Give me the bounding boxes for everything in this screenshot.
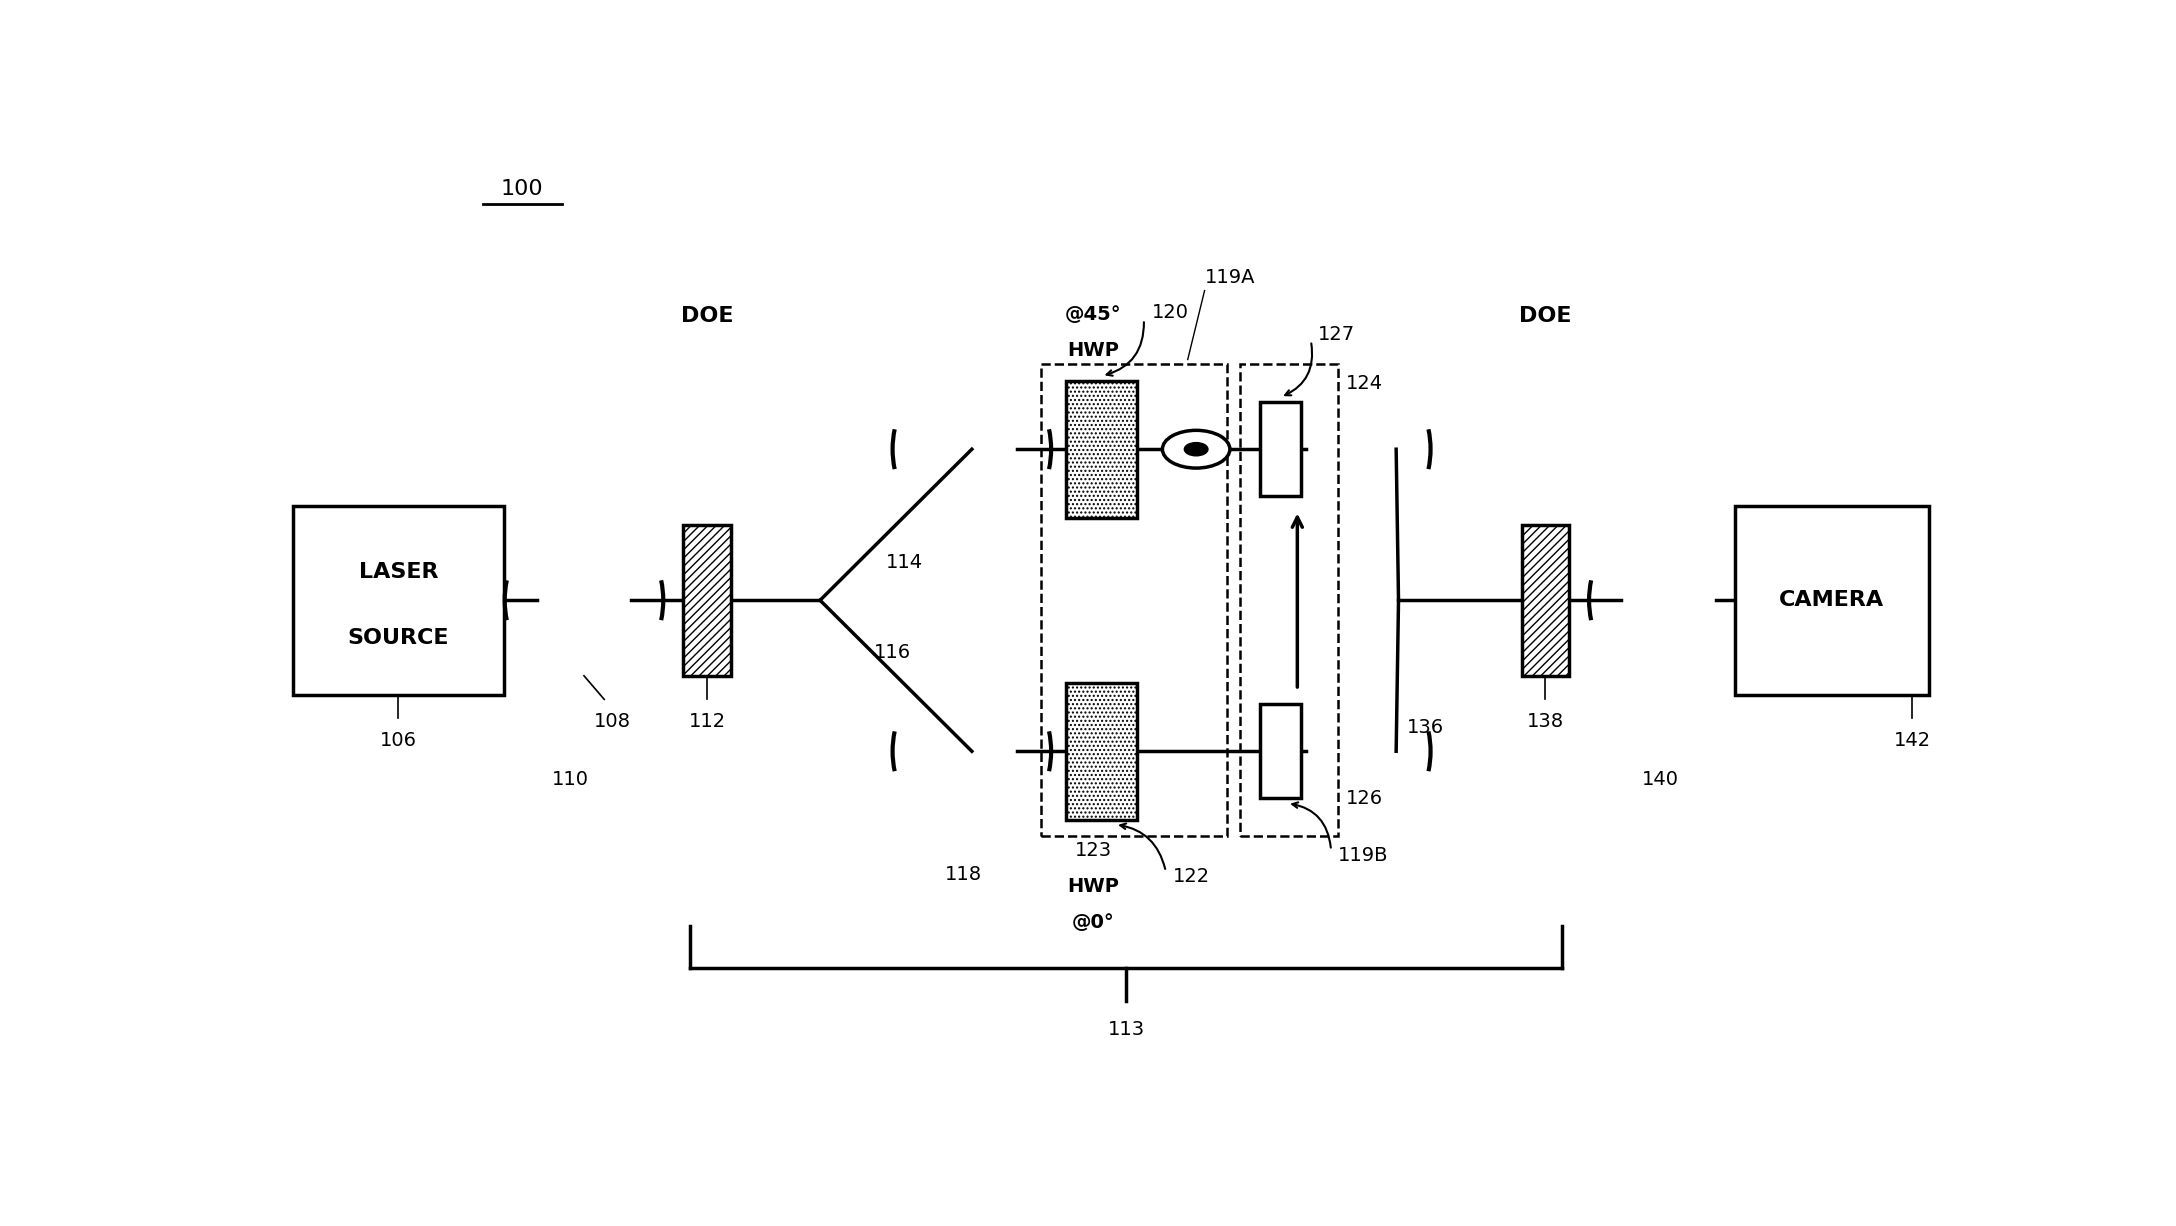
Bar	[1066, 683, 1138, 820]
Bar	[1734, 506, 1928, 695]
Text: 122: 122	[1173, 867, 1210, 886]
Bar	[294, 506, 505, 695]
Bar	[1260, 402, 1301, 497]
Bar	[1521, 525, 1569, 676]
Text: 108: 108	[594, 711, 631, 731]
Text: 113: 113	[1108, 1020, 1145, 1040]
Text: HWP: HWP	[1068, 341, 1118, 359]
Text: 142: 142	[1893, 731, 1930, 749]
Bar	[1240, 364, 1338, 836]
Bar	[1260, 704, 1301, 798]
Circle shape	[1184, 443, 1208, 456]
Text: @45°: @45°	[1064, 304, 1121, 324]
Bar	[1066, 683, 1138, 820]
Text: 136: 136	[1408, 718, 1445, 737]
Text: 123: 123	[1075, 841, 1112, 859]
Bar	[1066, 381, 1138, 517]
Text: 119A: 119A	[1206, 267, 1256, 287]
Text: 127: 127	[1319, 325, 1356, 343]
Text: @0°: @0°	[1073, 912, 1114, 932]
Text: LASER: LASER	[359, 562, 437, 582]
Text: 140: 140	[1641, 770, 1678, 790]
Bar	[683, 525, 731, 676]
Bar	[1040, 364, 1227, 836]
Text: 112: 112	[688, 711, 725, 731]
Text: SOURCE: SOURCE	[348, 628, 448, 649]
Circle shape	[1162, 430, 1229, 468]
Text: HWP: HWP	[1068, 877, 1118, 896]
Text: 138: 138	[1528, 711, 1565, 731]
Text: 124: 124	[1347, 374, 1384, 392]
Bar	[1066, 381, 1138, 517]
Text: 116: 116	[875, 642, 912, 662]
Text: 100: 100	[500, 179, 542, 199]
Text: DOE: DOE	[681, 306, 733, 326]
Text: 119B: 119B	[1338, 846, 1388, 864]
Text: 120: 120	[1153, 303, 1190, 322]
Text: DOE: DOE	[1519, 306, 1571, 326]
Text: 126: 126	[1347, 790, 1384, 808]
Bar	[683, 525, 731, 676]
Text: 110: 110	[553, 770, 590, 790]
Text: CAMERA: CAMERA	[1780, 590, 1884, 611]
Text: 114: 114	[886, 553, 923, 573]
Text: 118: 118	[944, 864, 981, 884]
Bar	[1521, 525, 1569, 676]
Text: 106: 106	[381, 731, 418, 749]
